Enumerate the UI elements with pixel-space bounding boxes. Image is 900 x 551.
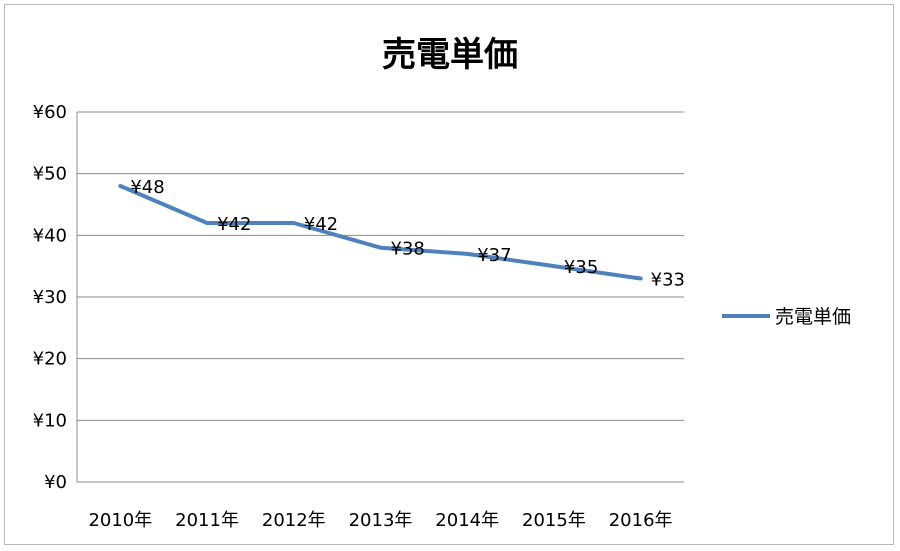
legend-label: 売電単価 <box>775 306 851 328</box>
x-tick-label: 2015年 <box>522 510 586 531</box>
y-tick-label: ¥60 <box>33 102 67 123</box>
data-point <box>465 251 470 256</box>
y-tick-label: ¥30 <box>33 287 67 308</box>
y-tick-label: ¥50 <box>33 164 67 185</box>
y-axis-ticks: ¥0 ¥10 ¥20 ¥30 ¥40 ¥50 ¥60 <box>33 102 67 493</box>
chart-title: 売電単価 <box>382 35 518 75</box>
y-tick-label: ¥10 <box>33 410 67 431</box>
x-tick-label: 2012年 <box>262 510 326 531</box>
data-label: ¥42 <box>304 214 338 235</box>
data-label: ¥38 <box>391 239 425 260</box>
x-tick-label: 2011年 <box>175 510 239 531</box>
data-point <box>378 245 383 250</box>
data-label: ¥35 <box>564 257 598 278</box>
data-point <box>291 221 296 225</box>
series-lines <box>118 184 643 281</box>
y-tick-label: ¥20 <box>33 349 67 370</box>
gridlines <box>76 111 684 483</box>
x-axis-ticks: 2010年 2011年 2012年 2013年 2014年 2015年 2016年 <box>88 510 672 531</box>
data-point <box>638 276 643 281</box>
data-label: ¥48 <box>130 177 164 198</box>
x-tick-label: 2016年 <box>609 510 673 531</box>
x-tick-label: 2014年 <box>435 510 499 531</box>
legend: 売電単価 <box>722 306 851 328</box>
series-line <box>119 184 641 281</box>
data-point <box>205 221 210 225</box>
data-label: ¥37 <box>477 245 511 266</box>
data-label: ¥33 <box>651 270 685 291</box>
data-point <box>118 184 123 188</box>
y-tick-label: ¥0 <box>44 472 67 493</box>
data-label: ¥42 <box>217 214 251 235</box>
x-tick-label: 2013年 <box>349 510 413 531</box>
x-tick-label: 2010年 <box>88 510 152 531</box>
data-point <box>551 264 556 269</box>
y-tick-label: ¥40 <box>33 225 67 246</box>
chart-frame <box>4 4 894 545</box>
data-labels: ¥48 ¥42 ¥42 ¥38 ¥37 ¥35 ¥33 <box>130 177 685 291</box>
